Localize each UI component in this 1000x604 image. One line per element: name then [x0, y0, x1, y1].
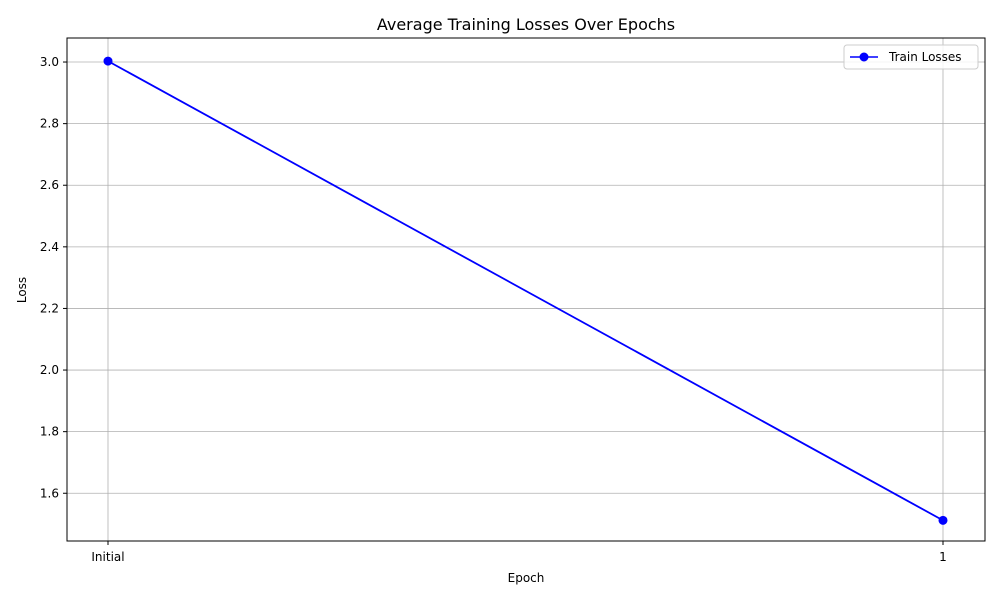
x-tick-label: Initial [91, 550, 124, 564]
axis-ticks: 1.6 1.8 2.0 2.2 2.4 2.6 2.8 3.0 Initial 1 [40, 55, 947, 564]
y-tick-label: 1.8 [40, 425, 59, 439]
y-tick-label: 2.0 [40, 363, 59, 377]
legend-frame [843, 44, 979, 70]
y-tick-label: 2.2 [40, 301, 59, 315]
y-axis-label: Loss [15, 277, 29, 303]
legend: Train Losses [843, 44, 979, 70]
y-tick-label: 3.0 [40, 55, 59, 69]
y-tick-label: 1.6 [40, 486, 59, 500]
data-point [103, 56, 113, 66]
plot-frame [66, 37, 986, 542]
x-axis-label: Epoch [508, 571, 545, 585]
y-tick-label: 2.6 [40, 178, 59, 192]
y-tick-label: 2.4 [40, 240, 59, 254]
series-line-train-losses [107, 60, 944, 522]
x-tick-label: 1 [939, 550, 947, 564]
chart-title: Average Training Losses Over Epochs [377, 15, 675, 34]
legend-entry-train-losses: Train Losses [888, 50, 962, 64]
y-tick-label: 2.8 [40, 117, 59, 131]
legend-marker-swatch [859, 52, 869, 62]
series-layer [103, 56, 948, 525]
data-point [938, 515, 948, 525]
